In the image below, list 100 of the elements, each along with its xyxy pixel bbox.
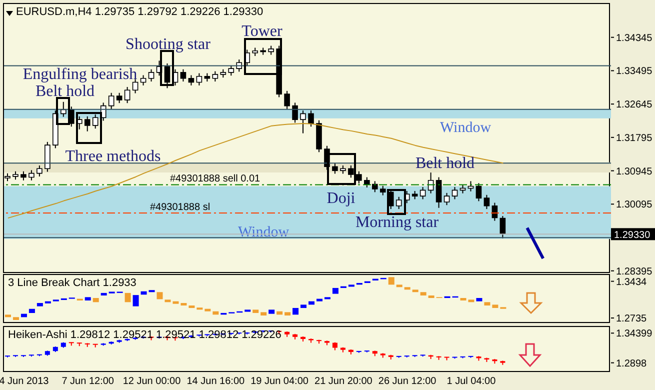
band-label: Window bbox=[440, 120, 492, 136]
candlestick bbox=[60, 101, 66, 118]
y-tick-label: 1.3434 bbox=[616, 276, 648, 288]
y-tick-label: 1.32645 bbox=[616, 100, 653, 111]
bar bbox=[388, 277, 394, 285]
candlestick bbox=[484, 194, 490, 210]
candlestick bbox=[148, 68, 154, 82]
candlestick bbox=[372, 180, 378, 193]
bar bbox=[84, 297, 91, 300]
candlestick bbox=[228, 64, 234, 76]
candlestick bbox=[188, 74, 194, 86]
annotation: Shooting star bbox=[126, 36, 212, 53]
annotation: Tower bbox=[242, 23, 283, 40]
x-tick-label: 7 Jun 12:00 bbox=[62, 376, 114, 387]
ref-line-label: 1.29330 bbox=[614, 230, 651, 242]
bar bbox=[100, 292, 107, 296]
chart-title: 3 Line Break Chart 1.2933 bbox=[8, 277, 136, 289]
annotation: Three methods bbox=[65, 148, 161, 165]
candlestick bbox=[36, 164, 42, 177]
candlestick bbox=[92, 114, 98, 130]
bar bbox=[292, 308, 299, 315]
candlestick bbox=[132, 78, 138, 94]
x-tick-label: 14 Jun 16:00 bbox=[186, 376, 246, 387]
y-tick-label: 1.34345 bbox=[616, 32, 653, 44]
x-tick-label: 12 Jun 00:00 bbox=[122, 376, 182, 387]
y-tick-label: 1.30945 bbox=[616, 166, 653, 178]
candlestick bbox=[364, 176, 370, 188]
y-tick-label: 1.30095 bbox=[616, 200, 653, 211]
annotation: Belt hold bbox=[35, 83, 95, 100]
candlestick bbox=[196, 72, 202, 86]
annotation: Engulfing bearish bbox=[22, 66, 138, 83]
bar bbox=[492, 304, 498, 308]
bar bbox=[428, 295, 434, 298]
candlestick bbox=[268, 45, 274, 56]
candlestick bbox=[124, 86, 130, 104]
candlestick bbox=[180, 68, 186, 82]
bar bbox=[156, 292, 163, 300]
bar bbox=[252, 310, 259, 313]
bar bbox=[132, 295, 139, 306]
bar bbox=[420, 292, 426, 296]
candlestick bbox=[380, 185, 386, 196]
candlestick bbox=[332, 163, 338, 174]
x-tick-label: 26 Jun 12:00 bbox=[378, 376, 437, 387]
candlestick bbox=[292, 102, 298, 124]
candlestick bbox=[444, 192, 450, 206]
bar bbox=[476, 298, 482, 302]
bar bbox=[276, 311, 283, 315]
bar bbox=[5, 314, 11, 318]
bar bbox=[316, 298, 322, 302]
y-tick-label: 1.33495 bbox=[616, 66, 653, 78]
bar bbox=[204, 308, 211, 312]
bar bbox=[92, 298, 99, 302]
candlestick bbox=[300, 110, 306, 134]
candlestick bbox=[348, 164, 354, 178]
ref-line-label: #49301888 sell 0.01 bbox=[170, 174, 261, 185]
x-tick-label: 1 Jul 04:00 bbox=[446, 376, 496, 387]
candlestick bbox=[284, 90, 290, 110]
x-tick-label: 19 Jun 04:00 bbox=[250, 376, 309, 387]
candlestick bbox=[20, 170, 26, 181]
bar bbox=[284, 312, 291, 316]
x-tick-label: 21 Jun 20:00 bbox=[314, 376, 373, 387]
y-tick-label: 1.31795 bbox=[616, 132, 653, 144]
bar bbox=[268, 310, 275, 314]
candlestick bbox=[44, 141, 50, 172]
y-tick-label: 1.2735 bbox=[616, 314, 648, 325]
bar bbox=[404, 287, 410, 290]
bar bbox=[140, 291, 147, 295]
candlestick bbox=[476, 182, 482, 202]
bar bbox=[212, 311, 219, 315]
candlestick bbox=[420, 186, 426, 200]
bar bbox=[172, 301, 179, 304]
y-tick-label: 1.28395 bbox=[616, 266, 653, 278]
candlestick bbox=[28, 170, 34, 181]
candlestick bbox=[116, 92, 122, 104]
bar bbox=[484, 302, 490, 306]
y-tick-label: 1.2898 bbox=[616, 358, 648, 370]
bar bbox=[260, 312, 267, 316]
candlestick bbox=[212, 70, 218, 82]
bar bbox=[36, 302, 43, 306]
candlestick bbox=[84, 116, 90, 132]
y-tick-label: 1.34399 bbox=[616, 328, 653, 340]
annotation: Morning star bbox=[355, 214, 440, 231]
candlestick bbox=[436, 176, 442, 208]
candlestick bbox=[308, 110, 314, 128]
bar bbox=[28, 308, 35, 313]
candlestick bbox=[164, 62, 170, 89]
bar bbox=[332, 288, 338, 294]
bar bbox=[12, 317, 19, 320]
candlestick bbox=[452, 186, 458, 200]
candlestick bbox=[396, 196, 402, 210]
annotation: Doji bbox=[326, 190, 356, 207]
candlestick bbox=[108, 92, 114, 110]
bar bbox=[300, 304, 307, 308]
candlestick bbox=[140, 74, 146, 86]
chart-title: EURUSD.m,H4 1.29735 1.29792 1.29226 1.29330 bbox=[16, 6, 264, 18]
bar bbox=[396, 284, 402, 288]
bar bbox=[164, 300, 171, 302]
bar bbox=[180, 302, 187, 306]
ref-line-label: #49301888 sl bbox=[150, 202, 210, 213]
bar bbox=[412, 290, 418, 292]
